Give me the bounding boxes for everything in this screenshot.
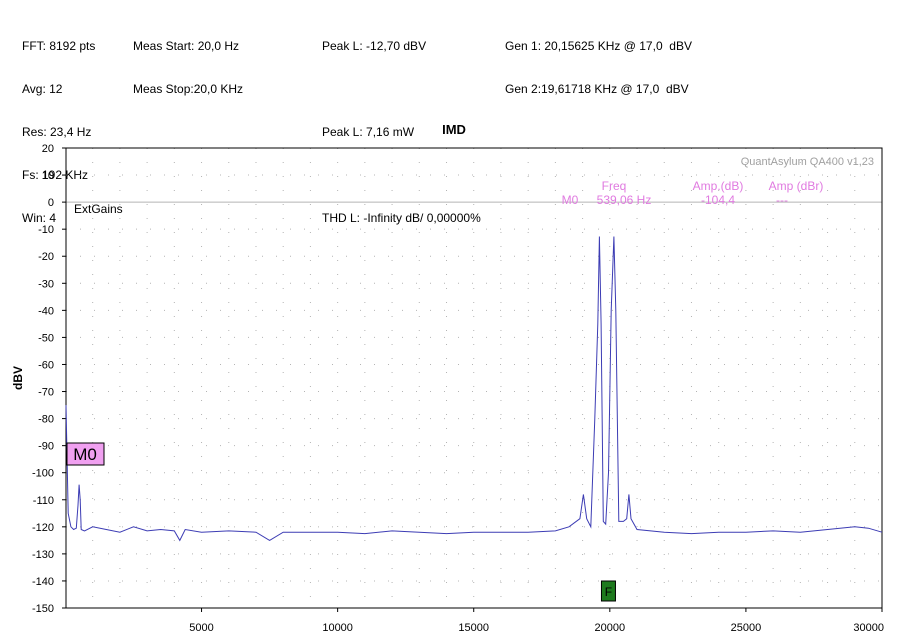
marker-m0-label: M0 bbox=[73, 445, 97, 464]
marker-table-row-freq: 539,06 Hz bbox=[597, 193, 652, 207]
y-tick-label: 0 bbox=[48, 197, 54, 209]
y-tick-label: -120 bbox=[32, 522, 54, 534]
extgains-label: ExtGains bbox=[74, 202, 123, 216]
y-tick-label: 10 bbox=[42, 170, 54, 182]
y-tick-label: -140 bbox=[32, 576, 54, 588]
y-tick-label: -70 bbox=[38, 387, 54, 399]
marker-m0-box[interactable] bbox=[66, 442, 105, 466]
y-tick-label: -130 bbox=[32, 549, 54, 561]
y-tick-label: -80 bbox=[38, 414, 54, 426]
plot-frame bbox=[65, 147, 883, 609]
marker-table-row-amp-dbr: --- bbox=[776, 193, 788, 207]
x-tick-label: 15000 bbox=[458, 622, 489, 634]
y-tick-label: -10 bbox=[38, 224, 54, 236]
measurement-range-column: Meas Start: 20,0 Hz Meas Stop:20,0 KHz bbox=[133, 11, 243, 111]
y-tick-label: -60 bbox=[38, 359, 54, 371]
thd: THD L: -Infinity dB/ 0,00000% bbox=[322, 211, 481, 225]
x-tick-label: 10000 bbox=[322, 622, 353, 634]
grid bbox=[66, 147, 882, 609]
x-tick-label: 25000 bbox=[731, 622, 762, 634]
peak-dbv: Peak L: -12,70 dBV bbox=[322, 39, 427, 53]
peak-info-column: Peak L: -12,70 dBV Peak L: 7,16 mW THD L… bbox=[322, 11, 481, 240]
marker-table-freq-head: Freq bbox=[602, 179, 627, 193]
gen1: Gen 1: 20,15625 KHz @ 17,0 dBV bbox=[505, 39, 692, 53]
x-tick-label: 5000 bbox=[189, 622, 213, 634]
y-tick-label: 20 bbox=[42, 143, 54, 155]
marker-table: Freq Amp.(dB) Amp (dBr) M0 539,06 Hz -10… bbox=[562, 179, 824, 207]
meas-stop: Meas Stop:20,0 KHz bbox=[133, 82, 244, 96]
y-tick-label: -100 bbox=[32, 468, 54, 480]
marker-table-amp-dbr-head: Amp (dBr) bbox=[769, 179, 824, 193]
freq-marker-label: F bbox=[605, 585, 612, 599]
freq-marker-box[interactable] bbox=[600, 580, 616, 602]
spectrum-trace bbox=[65, 236, 883, 542]
y-tick-label: -30 bbox=[38, 278, 54, 290]
y-tick-label: -40 bbox=[38, 305, 54, 317]
y-tick-label: -150 bbox=[32, 603, 54, 615]
chart-title: IMD bbox=[442, 122, 466, 137]
resolution: Res: 23,4 Hz bbox=[22, 125, 92, 139]
x-tick-label: 20000 bbox=[595, 622, 626, 634]
y-tick-label: -110 bbox=[33, 495, 54, 507]
marker-table-row-name: M0 bbox=[562, 193, 579, 207]
y-axis-label: dBV bbox=[11, 366, 25, 390]
gen2: Gen 2:19,61718 KHz @ 17,0 dBV bbox=[505, 82, 689, 96]
marker-table-row-amp-db: -104,4 bbox=[701, 193, 735, 207]
sample-rate: Fs: 192 KHz bbox=[22, 168, 89, 182]
averages: Avg: 12 bbox=[22, 82, 63, 96]
generator-column: Gen 1: 20,15625 KHz @ 17,0 dBV Gen 2:19,… bbox=[505, 11, 692, 111]
freq-marker[interactable]: F bbox=[600, 580, 616, 602]
x-tick-label: 30000 bbox=[853, 622, 884, 634]
marker-m0[interactable]: M0 bbox=[66, 442, 105, 466]
watermark: QuantAsylum QA400 v1,23 bbox=[741, 156, 874, 168]
y-axis: 20 10 0 -10 -20 -30 -40 -50 -60 -70 -80 -90 -100 -110… bbox=[32, 143, 66, 615]
y-tick-label: -20 bbox=[38, 251, 54, 263]
meas-start: Meas Start: 20,0 Hz bbox=[133, 39, 240, 53]
fft-info-column: FFT: 8192 pts Avg: 12 Res: 23,4 Hz Fs: 1… bbox=[22, 11, 95, 240]
peak-mw: Peak L: 7,16 mW bbox=[322, 125, 415, 139]
window-type: Win: 4 bbox=[22, 211, 57, 225]
y-tick-label: -90 bbox=[38, 441, 54, 453]
marker-table-amp-db-head: Amp.(dB) bbox=[693, 179, 744, 193]
x-axis: 5000 10000 15000 20000 25000 30000 bbox=[189, 608, 884, 634]
fft-points: FFT: 8192 pts bbox=[22, 39, 96, 53]
y-tick-label: -50 bbox=[38, 332, 54, 344]
